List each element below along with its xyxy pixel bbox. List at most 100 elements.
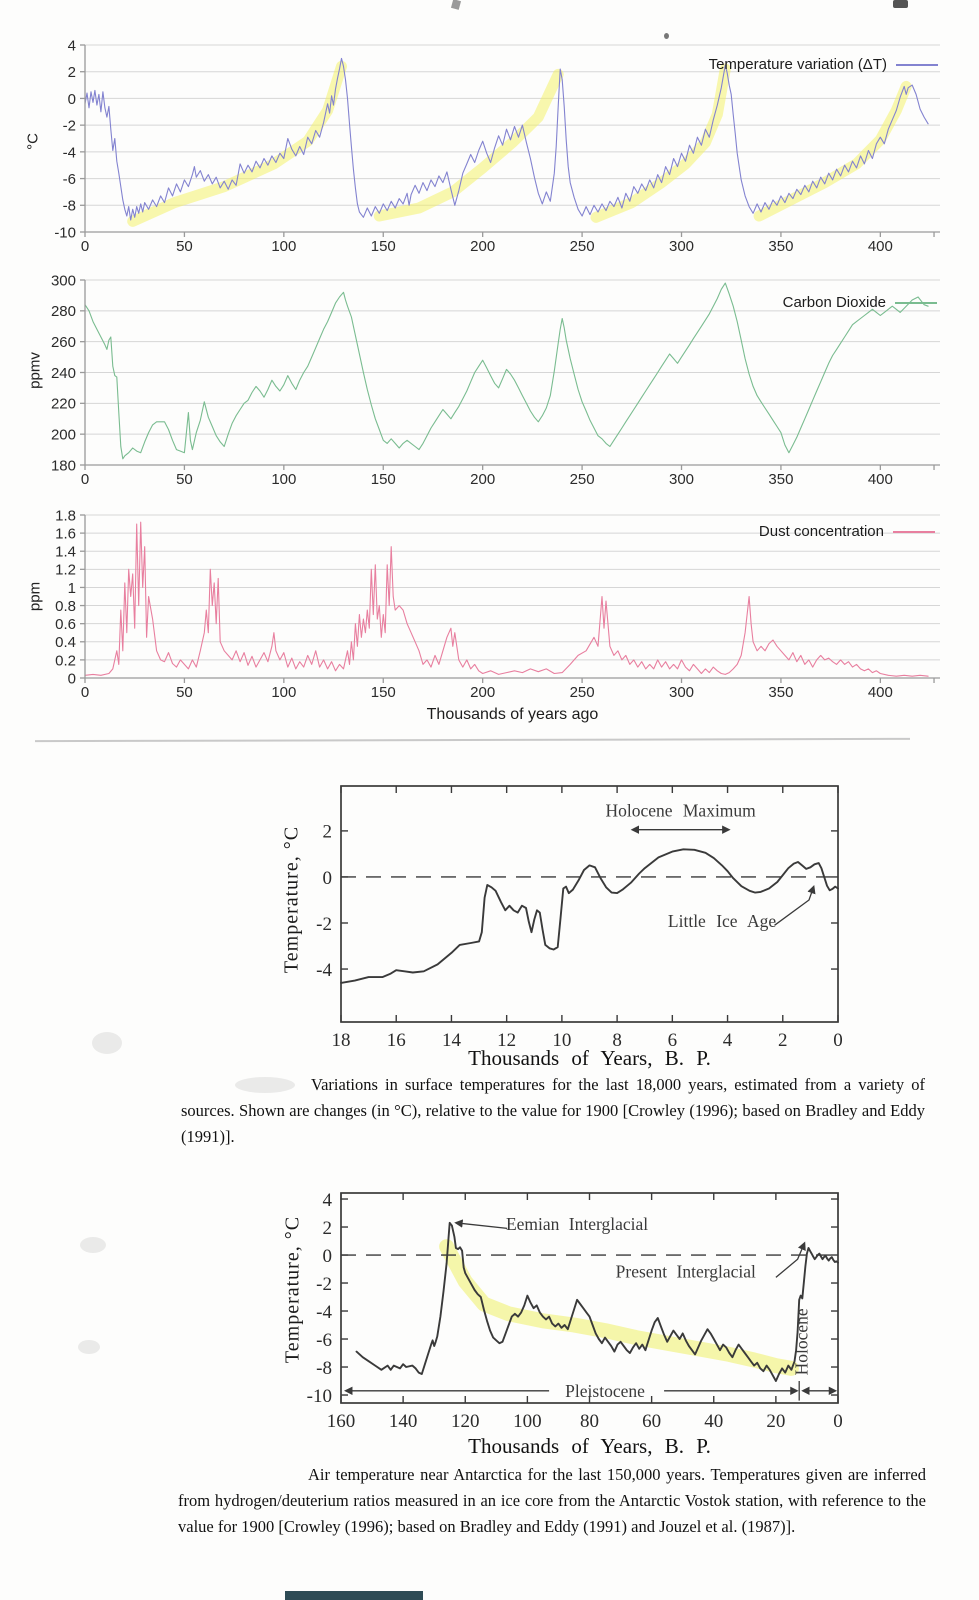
y-tick-label: 4 bbox=[68, 37, 76, 54]
y-tick-label: -4 bbox=[316, 960, 332, 981]
x-tick-label: 80 bbox=[580, 1411, 599, 1432]
scan-line bbox=[34, 737, 911, 743]
fig3-x-axis-label: Thousands of Years, B. P. bbox=[468, 1434, 711, 1458]
x-tick-label: 20 bbox=[766, 1411, 785, 1432]
y-tick-label: 1.4 bbox=[55, 544, 76, 561]
x-tick-label: 6 bbox=[668, 1030, 678, 1051]
y-tick-label: 280 bbox=[51, 303, 76, 320]
holocene-maximum-label: Holocene Maximum bbox=[605, 801, 756, 821]
little-ice-age-label: Little Ice Age bbox=[668, 911, 776, 931]
y-tick-label: 2 bbox=[323, 822, 333, 843]
x-tick-label: 300 bbox=[669, 471, 694, 488]
y-tick-label: -4 bbox=[316, 1302, 332, 1323]
fig2-x-axis-label: Thousands of Years, B. P. bbox=[468, 1046, 711, 1070]
fig2-caption: Variations in surface temperatures for t… bbox=[181, 1075, 925, 1146]
x-tick-label: 0 bbox=[81, 238, 89, 255]
y-tick-label: -6 bbox=[316, 1330, 332, 1351]
temperature-y-axis-label: °C bbox=[24, 133, 42, 150]
dust-y-axis-label: ppm bbox=[26, 581, 44, 612]
y-tick-label: 2 bbox=[323, 1218, 333, 1239]
x-tick-label: 2 bbox=[778, 1030, 788, 1051]
y-tick-label: -6 bbox=[63, 171, 76, 188]
x-tick-label: 100 bbox=[271, 684, 296, 701]
dust-legend: Dust concentration bbox=[759, 523, 935, 540]
pleistocene-label: Pleistocene bbox=[565, 1381, 645, 1401]
y-tick-label: 200 bbox=[51, 427, 76, 444]
y-tick-label: 0.6 bbox=[55, 616, 76, 633]
x-tick-label: 400 bbox=[868, 684, 893, 701]
y-tick-label: 1.6 bbox=[55, 526, 76, 543]
scan-smudge-3 bbox=[80, 1237, 106, 1253]
x-tick-label: 50 bbox=[176, 471, 193, 488]
temperature-variation-chart: 4 2 0 -2 -4 -6 -8 -10 0 50 100 150 200 250 300 350 400 bbox=[54, 37, 940, 255]
x-tick-label: 4 bbox=[723, 1030, 733, 1051]
y-tick-label: 0 bbox=[68, 91, 76, 108]
eemian-interglacial-label: Eemian Interglacial bbox=[506, 1214, 648, 1234]
present-interglacial-label: Present Interglacial bbox=[616, 1262, 756, 1282]
scan-smudge-4 bbox=[78, 1340, 100, 1354]
temperature-legend-label: Temperature variation (ΔT) bbox=[708, 56, 887, 73]
y-tick-label: 0.2 bbox=[55, 652, 76, 669]
vostok-x-axis-label: Thousands of years ago bbox=[426, 706, 599, 723]
x-tick-label: 10 bbox=[552, 1030, 571, 1051]
x-tick-label: 60 bbox=[642, 1411, 661, 1432]
x-tick-label: 400 bbox=[868, 238, 893, 255]
scan-bar-bottom bbox=[285, 1591, 423, 1600]
temperature-legend: Temperature variation (ΔT) bbox=[709, 56, 938, 73]
holocene-label: Holocene bbox=[792, 1308, 812, 1375]
y-tick-label: 0.8 bbox=[55, 598, 76, 615]
y-tick-label: -8 bbox=[316, 1358, 332, 1379]
scan-smudge-1 bbox=[92, 1032, 122, 1054]
x-tick-label: 150 bbox=[371, 684, 396, 701]
co2-legend-label: Carbon Dioxide bbox=[782, 294, 886, 311]
x-tick-label: 200 bbox=[470, 684, 495, 701]
x-tick-label: 16 bbox=[387, 1030, 406, 1051]
y-tick-label: -2 bbox=[316, 914, 332, 935]
y-tick-label: 1 bbox=[68, 580, 76, 597]
y-tick-label: 220 bbox=[51, 396, 76, 413]
y-tick-label: 4 bbox=[323, 1190, 333, 1211]
carbon-dioxide-chart: 300 280 260 240 220 200 180 0 50 100 150 200 250 300 3… bbox=[51, 272, 940, 488]
y-tick-label: 240 bbox=[51, 365, 76, 382]
y-tick-label: 0 bbox=[323, 868, 333, 889]
y-tick-label: 0.4 bbox=[55, 634, 76, 651]
x-tick-label: 250 bbox=[570, 238, 595, 255]
x-tick-label: 400 bbox=[868, 471, 893, 488]
y-tick-label: -10 bbox=[54, 224, 76, 241]
x-tick-label: 100 bbox=[513, 1411, 542, 1432]
y-tick-label: 0 bbox=[323, 1246, 333, 1267]
scan-dot bbox=[664, 33, 669, 39]
scan-mark-top-right bbox=[893, 0, 908, 8]
x-tick-label: 0 bbox=[81, 684, 89, 701]
x-tick-label: 300 bbox=[669, 684, 694, 701]
x-tick-label: 0 bbox=[81, 471, 89, 488]
dust-legend-line bbox=[893, 530, 935, 533]
x-tick-label: 8 bbox=[612, 1030, 622, 1051]
fig3-y-axis-label: Temperature, °C bbox=[281, 1215, 304, 1364]
x-tick-label: 100 bbox=[271, 238, 296, 255]
x-tick-label: 150 bbox=[371, 471, 396, 488]
co2-legend-line bbox=[895, 301, 937, 304]
co2-y-axis-label: ppmv bbox=[26, 352, 44, 389]
co2-legend: Carbon Dioxide bbox=[783, 294, 937, 311]
x-tick-label: 250 bbox=[570, 684, 595, 701]
y-tick-label: 1.8 bbox=[55, 507, 76, 524]
x-tick-label: 50 bbox=[176, 238, 193, 255]
y-tick-label: 260 bbox=[51, 334, 76, 351]
x-tick-label: 0 bbox=[833, 1030, 843, 1051]
x-tick-label: 140 bbox=[389, 1411, 418, 1432]
y-tick-label: 0 bbox=[68, 670, 76, 687]
x-tick-label: 120 bbox=[451, 1411, 480, 1432]
temperature-legend-line bbox=[896, 63, 938, 66]
x-tick-label: 350 bbox=[768, 238, 793, 255]
y-tick-label: 2 bbox=[68, 64, 76, 81]
x-tick-label: 0 bbox=[833, 1411, 843, 1432]
y-tick-label: -8 bbox=[63, 198, 76, 215]
dust-legend-label: Dust concentration bbox=[758, 523, 884, 540]
fig3-caption: Air temperature near Antarctica for the … bbox=[178, 1465, 926, 1536]
x-tick-label: 100 bbox=[271, 471, 296, 488]
x-tick-label: 200 bbox=[470, 471, 495, 488]
y-tick-label: 300 bbox=[51, 272, 76, 289]
y-tick-label: 1.2 bbox=[55, 562, 76, 579]
